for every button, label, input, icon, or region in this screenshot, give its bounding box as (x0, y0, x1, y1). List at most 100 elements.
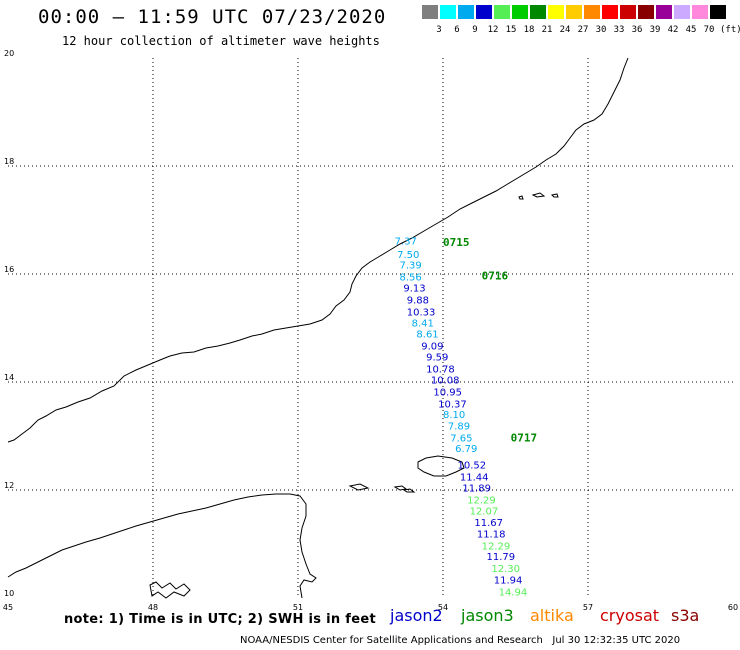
arabian-coastline (7, 57, 629, 443)
legend-swatch (548, 5, 564, 19)
abd-al-kuri-island (348, 483, 370, 491)
wave-height-value: 7.50 (397, 250, 419, 261)
legend-label: 39 (649, 25, 661, 35)
legend-swatch (620, 5, 636, 19)
wave-height-value: 7.65 (450, 433, 472, 444)
wave-height-value: 7.37 (395, 236, 417, 247)
legend-swatch (674, 5, 690, 19)
pass-time-label: 0717 (511, 431, 537, 444)
legend-label: 12 (487, 25, 499, 35)
wave-height-value: 10.78 (426, 364, 455, 375)
wave-height-value: 12.29 (482, 541, 511, 552)
wave-height-value: 9.09 (421, 342, 443, 353)
lat-tick-label: 20 (4, 49, 14, 58)
wave-height-value: 11.67 (474, 518, 503, 529)
satellite-name: s3a (671, 606, 700, 625)
legend-swatch (656, 5, 672, 19)
wave-height-value: 9.88 (407, 296, 429, 307)
legend-swatch (422, 5, 438, 19)
wave-height-value: 10.52 (458, 460, 487, 471)
lon-tick-label: 45 (3, 603, 13, 612)
lat-tick-label: 12 (4, 481, 14, 490)
satellite-name: cryosat (600, 606, 660, 625)
wave-height-value: 9.13 (403, 283, 425, 294)
wave-height-value: 8.56 (400, 272, 422, 283)
lat-lon-grid: 45 48 51 54 57 60 10 12 14 16 18 20 (3, 49, 738, 612)
legend-label: 30 (595, 25, 607, 35)
legend-label: 27 (577, 25, 589, 35)
wave-height-value: 11.79 (487, 552, 516, 563)
satellite-name: jason2 (390, 606, 443, 625)
pass-time-label: 0715 (443, 236, 470, 249)
wave-height-value: 7.39 (400, 261, 422, 272)
lon-tick-label: 54 (438, 603, 448, 612)
lat-tick-label: 10 (4, 589, 14, 598)
wave-height-value: 8.61 (416, 330, 438, 341)
wave-height-value: 10.95 (433, 388, 462, 399)
wave-height-value: 8.41 (412, 318, 434, 329)
wave-height-value: 8.10 (443, 410, 465, 421)
pass-time-label: 0716 (482, 269, 509, 282)
wave-height-value: 12.29 (467, 496, 496, 507)
kuria-muria-island-a (518, 195, 524, 200)
kuria-muria-island-b (531, 192, 546, 198)
wave-height-value: 10.33 (407, 308, 436, 319)
wave-height-value: 11.44 (460, 472, 489, 483)
legend-swatch (710, 5, 726, 19)
satellite-name: altika (530, 606, 574, 625)
track-time-labels: 0715 0716 0717 (443, 236, 537, 444)
wave-height-value: 12.07 (470, 506, 499, 517)
satellite-name: jason3 (461, 606, 514, 625)
legend-swatch (638, 5, 654, 19)
wave-height-value: 11.18 (477, 530, 506, 541)
altimeter-observations: 7.37 7.507.398.569.13 9.8810.338.418.619.0… (395, 236, 528, 598)
map-title: 00:00 – 11:59 UTC 07/23/2020 (38, 6, 387, 28)
legend-swatch (602, 5, 618, 19)
legend-label: 36 (631, 25, 643, 35)
legend-label: 42 (667, 25, 679, 35)
coastline (7, 57, 629, 599)
legend-label: 33 (613, 25, 625, 35)
lon-tick-label: 57 (583, 603, 593, 612)
lon-tick-label: 60 (728, 603, 738, 612)
legend-swatch (566, 5, 582, 19)
legend-label: 45 (685, 25, 697, 35)
legend-label: 3 (436, 25, 442, 35)
lon-tick-label: 51 (293, 603, 303, 612)
legend-swatch (440, 5, 456, 19)
legend-swatch (584, 5, 600, 19)
legend-label: 18 (523, 25, 535, 35)
wave-height-value: 7.89 (448, 422, 470, 433)
footer-credit: NOAA/NESDIS Center for Satellite Applica… (240, 635, 681, 646)
legend-unit: (ft) (720, 25, 740, 35)
footer-note: note: 1) Time is in UTC; 2) SWH is in fe… (64, 612, 376, 627)
wave-height-value: 9.59 (426, 352, 448, 363)
legend-label: 21 (541, 25, 553, 35)
legend-swatch (476, 5, 492, 19)
legend-label: 70 (703, 25, 715, 35)
legend-swatch (458, 5, 474, 19)
wave-height-value: 11.89 (462, 484, 491, 495)
african-coastline (7, 493, 317, 599)
wave-height-value: 14.94 (499, 587, 528, 598)
coastal-marsh (149, 581, 191, 599)
small-island-a (393, 485, 408, 491)
wave-height-value: 12.30 (491, 564, 520, 575)
small-island-b (402, 488, 416, 493)
lat-tick-label: 16 (4, 265, 14, 274)
wave-height-value: 10.37 (438, 399, 467, 410)
legend-swatch (692, 5, 708, 19)
legend-label: 24 (559, 25, 571, 35)
lat-tick-label: 18 (4, 157, 14, 166)
map-subtitle: 12 hour collection of altimeter wave hei… (62, 34, 380, 48)
legend-label: 9 (472, 25, 478, 35)
wave-height-value: 11.94 (494, 575, 523, 586)
kuria-muria-island-c (550, 193, 559, 198)
socotra-island (417, 455, 465, 477)
lat-tick-label: 14 (4, 373, 14, 382)
legend-swatch (494, 5, 510, 19)
lon-tick-label: 48 (148, 603, 158, 612)
wave-height-value: 6.79 (455, 444, 477, 455)
legend-swatch (512, 5, 528, 19)
